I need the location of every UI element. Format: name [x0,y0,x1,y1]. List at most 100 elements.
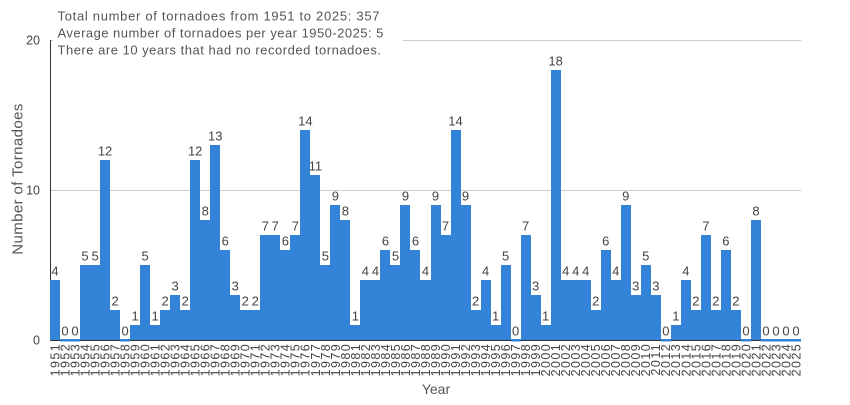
svg-text:9: 9 [462,189,469,204]
svg-text:2007: 2007 [609,343,623,377]
svg-text:1959: 1959 [129,343,143,377]
svg-text:2011: 2011 [649,343,663,376]
svg-text:1994: 1994 [479,343,493,377]
svg-text:14: 14 [448,114,462,129]
svg-text:2: 2 [472,294,479,309]
svg-text:4: 4 [582,264,589,279]
svg-text:8: 8 [752,204,759,219]
svg-text:2015: 2015 [689,343,703,377]
svg-text:0: 0 [662,324,669,339]
svg-text:2: 2 [692,294,699,309]
svg-text:6: 6 [282,234,289,249]
svg-text:1996: 1996 [499,343,513,377]
svg-text:2006: 2006 [599,343,613,377]
svg-text:5: 5 [81,249,88,264]
svg-text:6: 6 [222,234,229,249]
svg-text:5: 5 [642,249,649,264]
svg-text:5: 5 [392,249,399,264]
svg-text:2013: 2013 [669,343,683,377]
svg-text:1966: 1966 [199,343,213,377]
svg-text:1993: 1993 [469,343,483,377]
svg-text:5: 5 [142,249,149,264]
svg-text:1960: 1960 [139,343,153,377]
svg-text:1958: 1958 [119,343,133,377]
svg-text:18: 18 [548,54,562,69]
svg-text:There are 10 years that had no: There are 10 years that had no recorded … [58,43,382,58]
svg-text:6: 6 [382,234,389,249]
svg-text:2025: 2025 [789,343,803,377]
svg-text:10: 10 [26,184,40,198]
svg-text:2012: 2012 [659,343,673,377]
svg-text:2010: 2010 [639,343,653,377]
svg-text:1951: 1951 [48,343,62,377]
svg-text:1998: 1998 [519,343,533,377]
svg-text:2: 2 [252,294,259,309]
svg-text:1981: 1981 [349,343,363,377]
svg-text:6: 6 [722,234,729,249]
svg-text:11: 11 [309,159,323,174]
svg-text:3: 3 [172,279,179,294]
svg-text:1975: 1975 [289,343,303,377]
svg-text:1982: 1982 [359,343,373,377]
svg-text:1969: 1969 [229,343,243,377]
svg-text:7: 7 [272,219,279,234]
svg-text:5: 5 [322,249,329,264]
svg-text:Number of Tornadoes: Number of Tornadoes [10,103,27,255]
svg-text:12: 12 [188,144,202,159]
svg-text:1977: 1977 [309,343,323,377]
svg-text:7: 7 [262,219,269,234]
svg-text:0: 0 [61,324,68,339]
svg-text:2004: 2004 [579,343,593,377]
svg-text:1983: 1983 [369,343,383,377]
svg-text:2014: 2014 [679,343,693,377]
svg-text:1964: 1964 [179,343,193,377]
svg-text:1976: 1976 [299,343,313,377]
svg-text:6: 6 [412,234,419,249]
svg-text:0: 0 [782,324,789,339]
svg-text:7: 7 [442,219,449,234]
svg-text:6: 6 [602,234,609,249]
svg-text:2: 2 [111,294,118,309]
svg-text:2000: 2000 [539,343,553,377]
svg-text:2: 2 [182,294,189,309]
svg-text:4: 4 [572,264,579,279]
svg-text:2: 2 [592,294,599,309]
svg-text:1985: 1985 [389,343,403,377]
svg-text:2: 2 [712,294,719,309]
svg-text:3: 3 [652,279,659,294]
svg-text:1: 1 [492,309,499,324]
svg-text:2017: 2017 [709,343,723,377]
svg-text:20: 20 [26,34,40,48]
svg-text:1992: 1992 [459,343,473,377]
svg-text:1965: 1965 [189,343,203,377]
svg-text:4: 4 [362,264,369,279]
svg-text:8: 8 [202,204,209,219]
svg-text:1968: 1968 [219,343,233,377]
svg-text:2021: 2021 [749,343,763,377]
svg-text:0: 0 [762,324,769,339]
svg-text:1980: 1980 [339,343,353,377]
svg-text:2008: 2008 [619,343,633,377]
svg-text:1961: 1961 [149,343,163,377]
svg-text:12: 12 [98,144,112,159]
svg-text:4: 4 [51,264,58,279]
svg-text:1973: 1973 [269,343,283,377]
svg-text:5: 5 [502,249,509,264]
svg-text:3: 3 [232,279,239,294]
svg-text:4: 4 [372,264,379,279]
svg-text:7: 7 [522,219,529,234]
svg-text:2: 2 [242,294,249,309]
svg-text:2009: 2009 [629,343,643,377]
svg-text:4: 4 [612,264,619,279]
svg-text:2024: 2024 [779,343,793,377]
svg-text:1: 1 [672,309,679,324]
svg-text:1952: 1952 [58,343,72,377]
svg-text:1972: 1972 [259,343,273,377]
svg-text:2020: 2020 [739,343,753,377]
svg-text:1986: 1986 [399,343,413,377]
svg-text:1963: 1963 [169,343,183,377]
svg-text:2001: 2001 [549,343,563,377]
svg-text:1978: 1978 [319,343,333,377]
svg-text:1962: 1962 [159,343,173,377]
svg-text:1987: 1987 [409,343,423,377]
